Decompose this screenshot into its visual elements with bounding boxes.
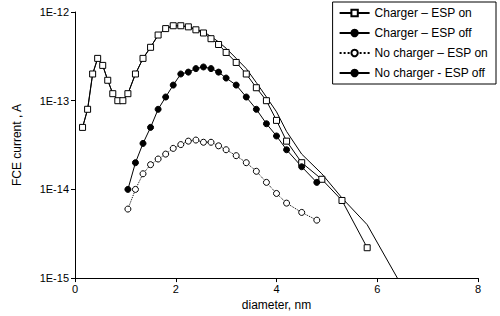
svg-text:0: 0 [72, 283, 78, 295]
svg-text:8: 8 [475, 283, 481, 295]
svg-text:No charger - ESP off: No charger - ESP off [375, 66, 486, 80]
svg-text:2: 2 [173, 283, 179, 295]
svg-text:diameter, nm: diameter, nm [242, 298, 311, 312]
svg-text:1E-13: 1E-13 [40, 95, 69, 107]
svg-text:1E-12: 1E-12 [40, 6, 69, 18]
svg-text:4: 4 [273, 283, 279, 295]
svg-text:1E-14: 1E-14 [40, 183, 69, 195]
svg-text:Charger – ESP off: Charger – ESP off [375, 26, 473, 40]
svg-text:FCE current , A: FCE current , A [10, 104, 24, 186]
svg-text:6: 6 [374, 283, 380, 295]
svg-text:Charger – ESP on: Charger – ESP on [375, 6, 472, 20]
svg-text:No charger – ESP on: No charger – ESP on [375, 46, 488, 60]
svg-text:1E-15: 1E-15 [40, 272, 69, 284]
